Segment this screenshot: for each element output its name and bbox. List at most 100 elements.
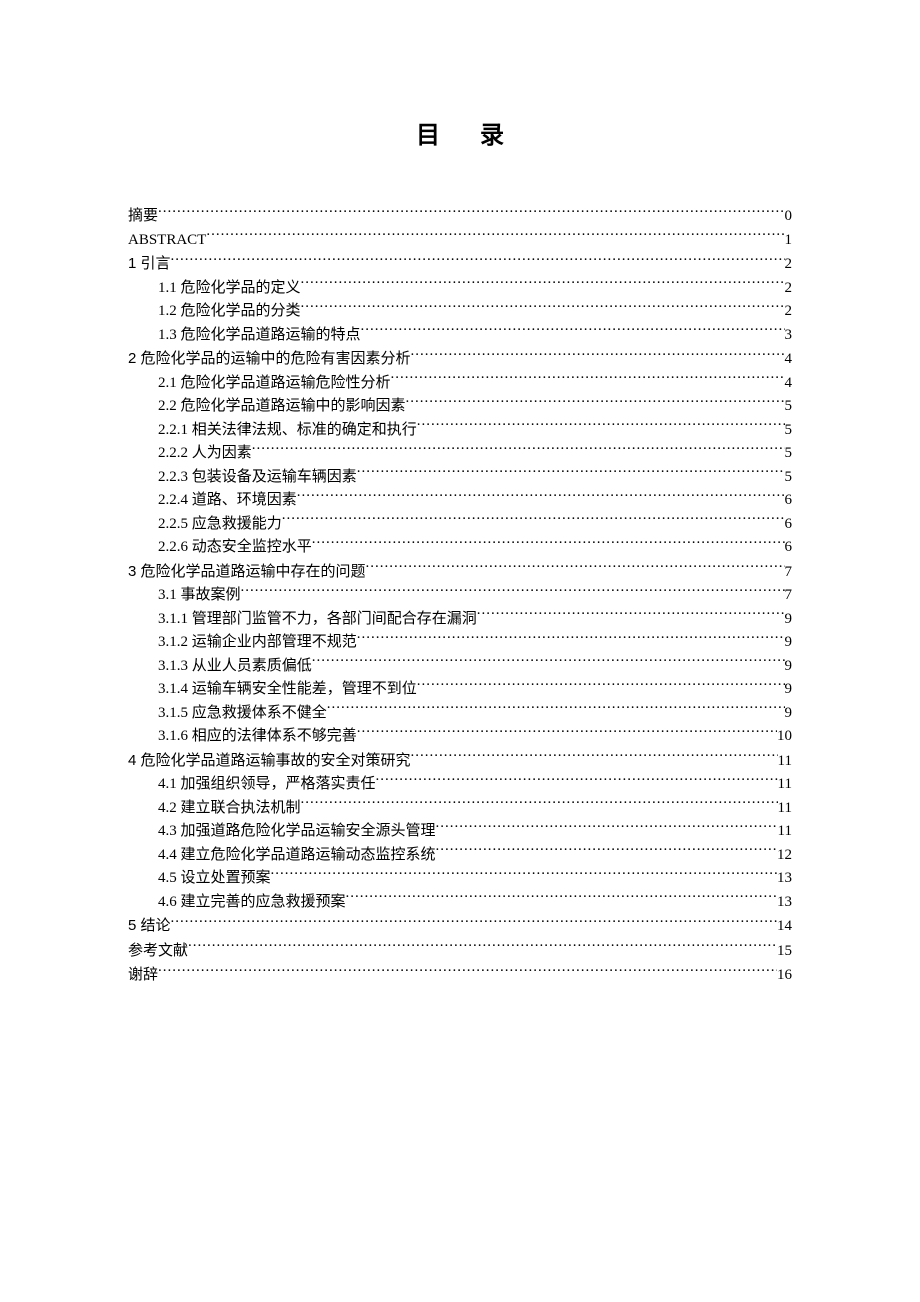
toc-label: 谢辞 xyxy=(128,963,158,987)
toc-leader-dots xyxy=(171,253,785,268)
toc-label: 4.6 建立完善的应急救援预案 xyxy=(158,891,346,915)
toc-leader-dots xyxy=(417,419,785,434)
toc-entry: 2.2.5 应急救援能力6 xyxy=(158,513,792,537)
toc-page-number: 11 xyxy=(778,797,792,821)
toc-entry: 3.1.6 相应的法律体系不够完善 10 xyxy=(158,725,792,749)
toc-entry: 4.6 建立完善的应急救援预案13 xyxy=(158,891,792,915)
toc-entry: ABSTRACT1 xyxy=(128,229,792,253)
toc-page-number: 9 xyxy=(785,655,793,679)
toc-entry: 1 引言 2 xyxy=(128,252,792,277)
toc-page-number: 10 xyxy=(777,725,792,749)
toc-page-number: 2 xyxy=(785,253,793,277)
toc-entry: 3.1.1 管理部门监管不力，各部门间配合存在漏洞 9 xyxy=(158,608,792,632)
toc-page-number: 0 xyxy=(785,205,793,229)
toc-label: 3.1.1 管理部门监管不力，各部门间配合存在漏洞 xyxy=(158,608,477,632)
toc-label: 3.1 事故案例 xyxy=(158,584,241,608)
toc-leader-dots xyxy=(406,395,785,410)
toc-label: 4.1 加强组织领导，严格落实责任 xyxy=(158,773,376,797)
toc-page-number: 5 xyxy=(785,419,793,443)
toc-entry: 2.2.4 道路、环境因素 6 xyxy=(158,489,792,513)
toc-page-number: 7 xyxy=(785,561,793,585)
toc-entry: 2.2.3 包装设备及运输车辆因素5 xyxy=(158,466,792,490)
toc-label: 1.2 危险化学品的分类 xyxy=(158,300,301,324)
toc-page-number: 5 xyxy=(785,395,793,419)
toc-title: 目录 xyxy=(128,115,792,150)
toc-entry: 3.1.4 运输车辆安全性能差，管理不到位 9 xyxy=(158,678,792,702)
title-char-2: 录 xyxy=(480,122,504,149)
toc-page-number: 13 xyxy=(777,867,792,891)
toc-label: 3.1.4 运输车辆安全性能差，管理不到位 xyxy=(158,678,417,702)
toc-entry: 3.1 事故案例7 xyxy=(158,584,792,608)
toc-list: 摘要0ABSTRACT11 引言21.1 危险化学品的定义21.2 危险化学品的… xyxy=(128,205,792,988)
toc-leader-dots xyxy=(252,442,785,457)
toc-entry: 2.1 危险化学品道路运输危险性分析4 xyxy=(158,372,792,396)
toc-leader-dots xyxy=(436,820,778,835)
toc-leader-dots xyxy=(366,561,785,576)
toc-page-number: 14 xyxy=(777,915,792,939)
toc-page-number: 9 xyxy=(785,702,793,726)
toc-page-number: 6 xyxy=(785,536,793,560)
toc-leader-dots xyxy=(158,964,777,979)
toc-page-number: 5 xyxy=(785,442,793,466)
toc-label: 参考文献 xyxy=(128,939,188,963)
toc-leader-dots xyxy=(477,608,785,623)
toc-leader-dots xyxy=(312,655,785,670)
toc-leader-dots xyxy=(361,324,785,339)
toc-page-number: 9 xyxy=(785,678,793,702)
toc-label: 4.2 建立联合执法机制 xyxy=(158,797,301,821)
toc-leader-dots xyxy=(301,300,785,315)
toc-leader-dots xyxy=(301,277,785,292)
toc-page-number: 3 xyxy=(785,324,793,348)
toc-entry: 2.2.1 相关法律法规、标准的确定和执行 5 xyxy=(158,419,792,443)
toc-leader-dots xyxy=(391,372,785,387)
toc-entry: 摘要 0 xyxy=(128,205,792,229)
toc-leader-dots xyxy=(312,536,785,551)
toc-page-number: 11 xyxy=(778,820,792,844)
toc-page-number: 6 xyxy=(785,489,793,513)
toc-entry: 4.1 加强组织领导，严格落实责任 11 xyxy=(158,773,792,797)
toc-entry: 谢辞 16 xyxy=(128,963,792,988)
toc-entry: 3 危险化学品道路运输中存在的问题 7 xyxy=(128,560,792,585)
toc-page-number: 2 xyxy=(785,277,793,301)
toc-label: 3.1.6 相应的法律体系不够完善 xyxy=(158,725,357,749)
toc-label: 5 结论 xyxy=(128,914,171,938)
toc-leader-dots xyxy=(171,915,777,930)
toc-leader-dots xyxy=(411,348,785,363)
toc-page-number: 9 xyxy=(785,608,793,632)
toc-leader-dots xyxy=(357,725,777,740)
toc-page-number: 11 xyxy=(778,750,792,774)
toc-label: 2.2.1 相关法律法规、标准的确定和执行 xyxy=(158,419,417,443)
toc-label: 摘要 xyxy=(128,205,158,229)
toc-page-number: 16 xyxy=(777,964,792,988)
toc-leader-dots xyxy=(417,678,785,693)
toc-entry: 2.2.6 动态安全监控水平6 xyxy=(158,536,792,560)
toc-entry: 2 危险化学品的运输中的危险有害因素分析4 xyxy=(128,347,792,372)
toc-entry: 4.2 建立联合执法机制 11 xyxy=(158,797,792,821)
toc-label: 1 引言 xyxy=(128,252,171,276)
toc-label: 1.3 危险化学品道路运输的特点 xyxy=(158,324,361,348)
toc-leader-dots xyxy=(376,773,778,788)
toc-entry: 2.2 危险化学品道路运输中的影响因素5 xyxy=(158,395,792,419)
toc-page-number: 12 xyxy=(777,844,792,868)
toc-entry: 1.2 危险化学品的分类2 xyxy=(158,300,792,324)
toc-leader-dots xyxy=(271,867,777,882)
toc-page-number: 11 xyxy=(778,773,792,797)
toc-entry: 3.1.3 从业人员素质偏低9 xyxy=(158,655,792,679)
toc-label: 2.2.3 包装设备及运输车辆因素 xyxy=(158,466,357,490)
toc-leader-dots xyxy=(282,513,785,528)
toc-label: 3 危险化学品道路运输中存在的问题 xyxy=(128,560,366,584)
toc-leader-dots xyxy=(297,489,785,504)
toc-label: 2.2.4 道路、环境因素 xyxy=(158,489,297,513)
toc-page-number: 6 xyxy=(785,513,793,537)
toc-page-number: 15 xyxy=(777,940,792,964)
toc-leader-dots xyxy=(188,940,777,955)
toc-label: ABSTRACT xyxy=(128,229,206,253)
toc-entry: 1.3 危险化学品道路运输的特点 3 xyxy=(158,324,792,348)
toc-leader-dots xyxy=(158,205,784,220)
toc-entry: 2.2.2 人为因素 5 xyxy=(158,442,792,466)
toc-page-number: 9 xyxy=(785,631,793,655)
toc-page-number: 4 xyxy=(785,372,793,396)
toc-label: 2.2.2 人为因素 xyxy=(158,442,252,466)
toc-label: 1.1 危险化学品的定义 xyxy=(158,277,301,301)
toc-label: 2 危险化学品的运输中的危险有害因素分析 xyxy=(128,347,411,371)
